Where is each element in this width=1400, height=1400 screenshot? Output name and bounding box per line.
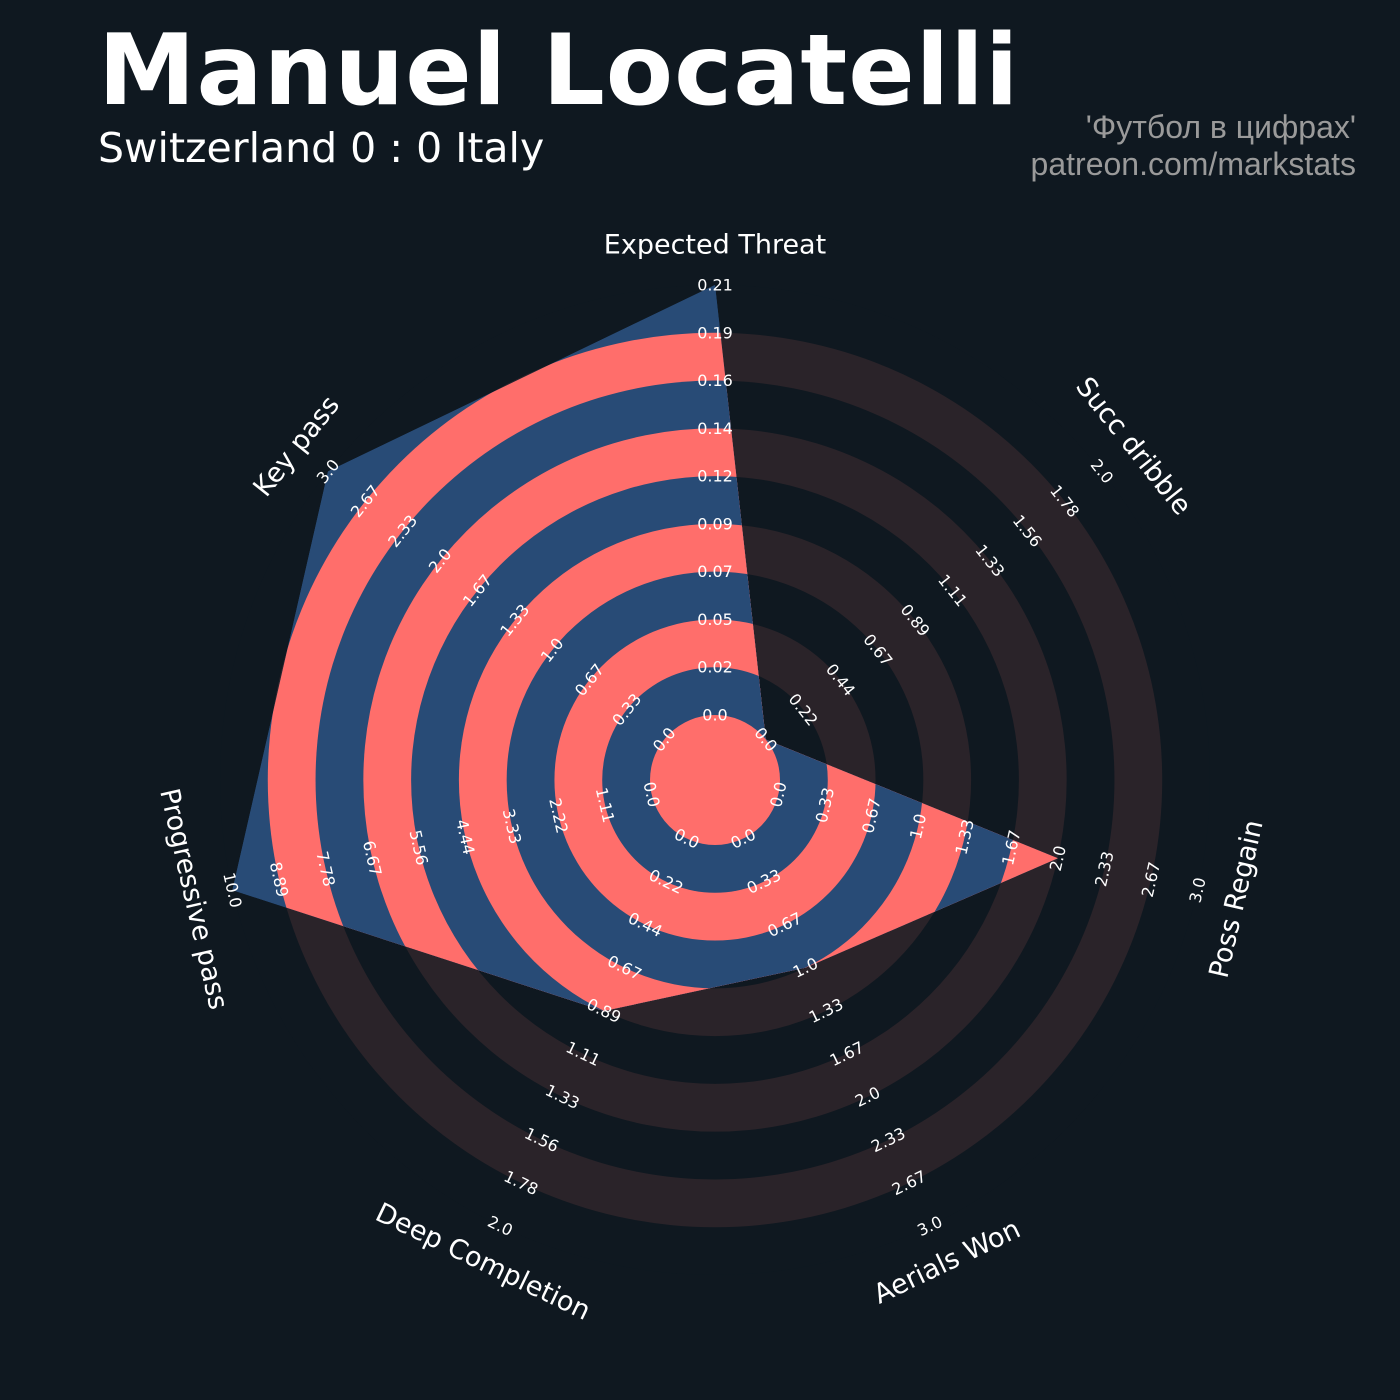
tick-label: 0.07 (697, 562, 733, 581)
tick-label: 0.16 (697, 371, 733, 390)
param-label: Progressive pass (153, 786, 233, 1013)
player-name-title: Manuel Locatelli (98, 14, 1020, 128)
credit-url: patreon.com/markstats (1030, 146, 1356, 182)
tick-label: 0.19 (697, 323, 733, 342)
tick-label: 0.21 (697, 276, 733, 295)
credit-source: 'Футбол в цифрах' (1085, 109, 1356, 145)
polygon-ring-band-0 (650, 715, 780, 845)
param-label: Expected Threat (604, 230, 826, 261)
tick-label: 0.09 (697, 514, 733, 533)
tick-label: 0.14 (697, 419, 733, 438)
tick-label: 0.02 (697, 658, 733, 677)
match-subtitle: Switzerland 0 : 0 Italy (98, 124, 545, 172)
tick-label: 0.12 (697, 467, 733, 486)
tick-label: 0.05 (697, 610, 733, 629)
param-label: Poss Regain (1204, 817, 1270, 981)
tick-label: 0.0 (702, 706, 727, 725)
